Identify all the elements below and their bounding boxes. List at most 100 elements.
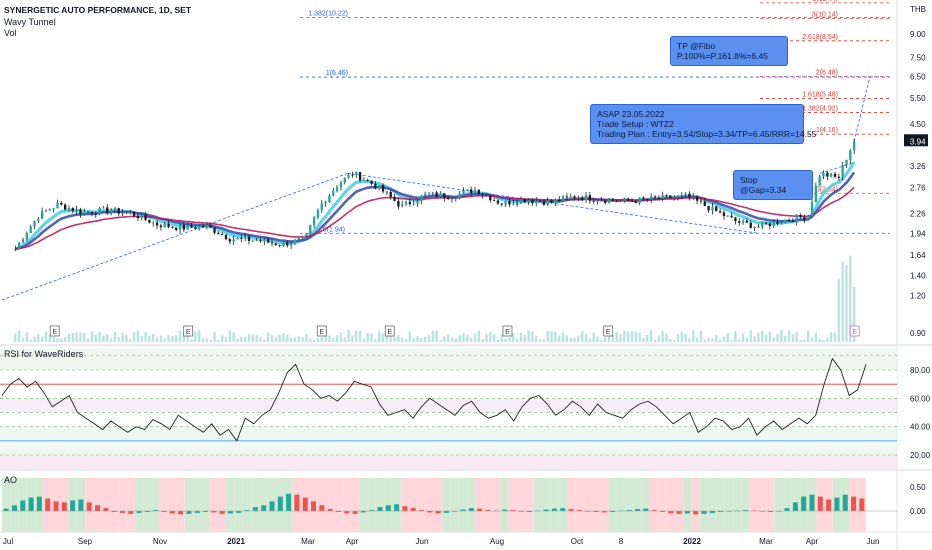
- candle-body: [14, 248, 17, 250]
- candle-body: [684, 193, 687, 195]
- ao-bar: [36, 496, 42, 511]
- ao-background-bar: [467, 478, 476, 532]
- volume-bar: [592, 332, 595, 342]
- ao-background-bar: [400, 478, 410, 532]
- stop-note[interactable]: Stop @Gap=3.34: [733, 170, 813, 200]
- ao-background-bar: [458, 478, 468, 532]
- volume-bar: [807, 330, 810, 342]
- volume-bar: [607, 331, 611, 342]
- candle-body: [259, 240, 262, 242]
- candle-body: [734, 217, 737, 222]
- candle-body: [665, 195, 668, 196]
- ao-bar: [335, 511, 341, 512]
- ao-background-bar: [326, 478, 335, 532]
- volume-bar: [98, 332, 101, 342]
- volume-bar: [109, 338, 113, 342]
- candle-body: [148, 219, 151, 223]
- volume-bar: [378, 331, 381, 342]
- candle-body: [492, 200, 496, 202]
- ao-bar: [560, 508, 566, 511]
- tp-line: [853, 76, 871, 142]
- ao-bar: [809, 494, 815, 511]
- volume-bar: [715, 334, 718, 342]
- candle-body: [366, 180, 369, 181]
- candle-body: [412, 203, 415, 205]
- blue-level-label: 0(1.94): [323, 226, 345, 233]
- indicator-label-wavy-tunnel[interactable]: Wavy Tunnel: [4, 17, 56, 27]
- tp-note[interactable]: TP @Fibo P.100%=P.161.8%=6.45: [670, 36, 788, 66]
- candle-body: [634, 201, 638, 203]
- candle-body: [335, 187, 339, 191]
- candle-body: [29, 226, 32, 234]
- volume-bar: [33, 336, 36, 342]
- volume-bar: [519, 332, 523, 342]
- ao-background-bar: [666, 478, 675, 532]
- volume-bar: [512, 333, 515, 342]
- candle-body: [102, 207, 105, 209]
- volume-bars: [14, 255, 856, 342]
- rsi-zone-band: [0, 348, 897, 370]
- candle-body: [623, 198, 626, 201]
- ao-panel-label[interactable]: AO: [4, 475, 18, 485]
- ao-bar: [477, 508, 483, 511]
- rsi-panel-label[interactable]: RSI for WaveRiders: [4, 349, 84, 359]
- ao-bar: [194, 511, 200, 513]
- ao-bar: [178, 511, 184, 515]
- trade-plan-note[interactable]: ASAP 23.05.2022 Trade Setup : WTZ2 Tradi…: [590, 104, 816, 144]
- ao-background-bar: [375, 478, 385, 532]
- ao-bar: [394, 504, 400, 511]
- candle-body: [814, 185, 818, 203]
- ao-background-bar: [683, 478, 692, 532]
- ao-background-bar: [242, 478, 252, 532]
- fibo-level-label: 1(4.16): [816, 127, 838, 134]
- volume-bar: [776, 334, 779, 342]
- indicator-label-vol[interactable]: Vol: [4, 28, 17, 38]
- ao-bar: [53, 501, 59, 511]
- volume-bar: [634, 331, 638, 342]
- candle-body: [745, 220, 749, 223]
- time-axis-label: Apr: [346, 537, 359, 546]
- candle-body: [531, 200, 534, 203]
- candle-body: [535, 200, 538, 203]
- tp-note-text: TP @Fibo P.100%=P.161.8%=6.45: [677, 41, 768, 61]
- volume-bar: [531, 331, 534, 342]
- volume-bar: [649, 330, 653, 342]
- candle-body: [726, 215, 729, 217]
- candle-body: [787, 219, 791, 221]
- ao-bar: [410, 508, 416, 511]
- volume-bar: [749, 330, 752, 342]
- candle-body: [186, 225, 189, 230]
- ao-background-bar: [409, 478, 418, 532]
- volume-bar: [600, 339, 603, 342]
- volume-bar: [144, 331, 147, 342]
- candle-body: [44, 210, 48, 212]
- ao-background-bar: [542, 478, 551, 532]
- ao-bar: [743, 510, 749, 511]
- earnings-marker-label: E: [186, 329, 191, 336]
- earnings-marker-label: E: [319, 329, 324, 336]
- ao-bar: [136, 511, 142, 513]
- price-axis-label: 4.50: [910, 120, 926, 129]
- candle-body: [243, 236, 247, 239]
- volume-bar: [228, 330, 232, 342]
- volume-bar: [232, 332, 235, 342]
- volume-bar: [504, 338, 507, 342]
- volume-bar: [224, 337, 228, 342]
- ao-bar: [427, 511, 433, 513]
- volume-bar: [79, 332, 82, 342]
- ao-bar: [435, 511, 441, 514]
- ao-bar: [261, 505, 267, 511]
- volume-bar: [163, 338, 166, 342]
- ao-bar: [377, 507, 383, 511]
- candle-body: [604, 200, 607, 203]
- volume-bar: [707, 337, 710, 342]
- candle-body: [584, 195, 588, 200]
- volume-bar: [401, 337, 404, 342]
- ao-bar: [103, 508, 109, 511]
- candle-body: [427, 193, 431, 195]
- candle-body: [140, 214, 143, 219]
- candle-body: [558, 199, 561, 202]
- candle-body: [611, 199, 615, 201]
- volume-bar: [665, 333, 668, 342]
